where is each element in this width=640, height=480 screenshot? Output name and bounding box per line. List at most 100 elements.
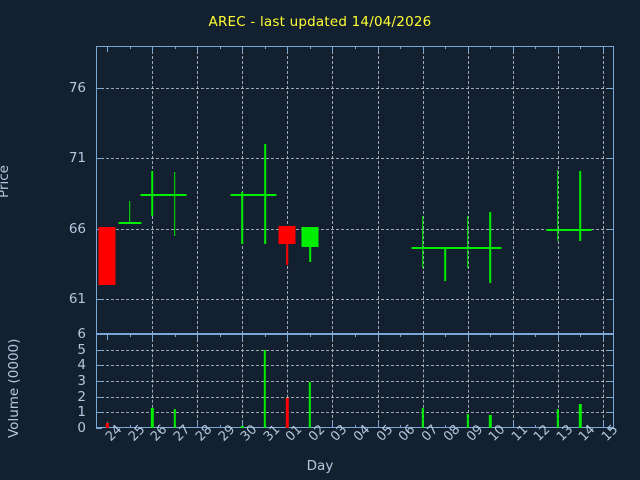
day-tick [512,422,514,428]
volume-gridline [96,349,614,351]
day-tick [309,334,311,337]
candle-body [253,193,277,196]
price-tick [608,158,614,160]
day-tick [332,46,334,52]
day-tick [445,425,447,428]
volume-gridline [96,381,614,382]
day-gridline [287,334,289,428]
volume-tick [608,349,614,351]
day-gridline [467,334,469,428]
candle-wick [466,215,469,268]
day-gridline [377,46,379,334]
day-tick [242,46,244,52]
day-gridline [152,334,154,428]
day-tick [287,334,289,340]
day-gridline [332,46,334,334]
candle-body [411,246,435,250]
day-gridline [242,334,244,428]
price-gridline [96,298,614,300]
day-tick [445,334,447,337]
volume-tick-label: 3 [77,373,86,389]
day-tick [580,46,582,49]
day-gridline [422,46,424,334]
day-gridline [512,46,514,334]
day-gridline [557,334,559,428]
candle-body [301,227,319,247]
day-tick [287,46,289,52]
candle-wick [286,225,289,266]
day-tick [219,425,221,428]
day-gridline [602,46,604,334]
price-gridline [96,158,614,160]
volume-bar [263,350,267,428]
day-tick [355,46,356,49]
volume-bar [466,413,469,428]
day-tick [197,334,199,340]
day-tick [152,46,154,52]
day-tick [422,334,424,340]
candle-body [568,228,592,232]
day-tick [264,334,266,337]
day-tick [535,425,537,428]
price-tick [608,298,614,300]
day-tick [152,334,154,340]
volume-gridline [96,396,614,398]
volume-tick [96,396,102,398]
price-gridline [96,88,614,90]
volume-tick [608,334,614,335]
volume-tick [96,381,102,382]
day-tick [197,422,199,428]
volume-tick [96,412,102,414]
day-tick [242,334,244,340]
candle-body [546,228,570,232]
candle-wick [579,171,581,242]
candle-body [98,227,116,285]
volume-tick [96,365,102,367]
day-tick [332,334,334,340]
day-axis-title: Day [306,458,334,474]
candle-wick [421,215,424,268]
price-tick-label: 66 [68,220,86,237]
day-tick [219,46,221,49]
price-gridline [96,228,614,230]
candle-body [163,193,187,196]
day-tick [355,334,356,337]
price-tick [96,88,102,90]
chart-title: AREC - last updated 14/04/2026 [208,14,432,30]
day-tick [377,46,379,52]
day-tick [580,334,582,337]
day-tick [490,46,492,49]
day-tick [557,46,559,52]
volume-tick [608,396,614,398]
volume-tick-label: 6 [77,326,86,342]
volume-tick-label: 5 [77,341,86,358]
day-tick [309,46,311,49]
day-tick [355,425,356,428]
day-tick [219,334,221,337]
volume-bar [308,381,312,428]
candle-wick [241,192,244,245]
price-tick [608,88,614,90]
volume-bar [421,407,424,428]
day-tick [129,425,131,428]
volume-bar [173,409,177,428]
price-tick [96,158,102,160]
day-tick [602,46,604,52]
volume-bar [556,409,559,428]
day-tick [535,334,537,337]
volume-bar [579,403,582,428]
volume-bar [151,408,154,428]
volume-bar [241,425,244,428]
candle-wick [556,169,559,242]
price-tick-label: 71 [68,150,86,167]
candle-body [433,246,457,250]
day-tick [602,422,604,428]
day-tick [467,46,469,52]
day-tick [377,422,379,428]
day-tick [512,46,514,52]
volume-bar [106,422,109,428]
candle-body [278,225,296,245]
day-gridline [512,334,514,428]
day-tick [264,46,266,49]
